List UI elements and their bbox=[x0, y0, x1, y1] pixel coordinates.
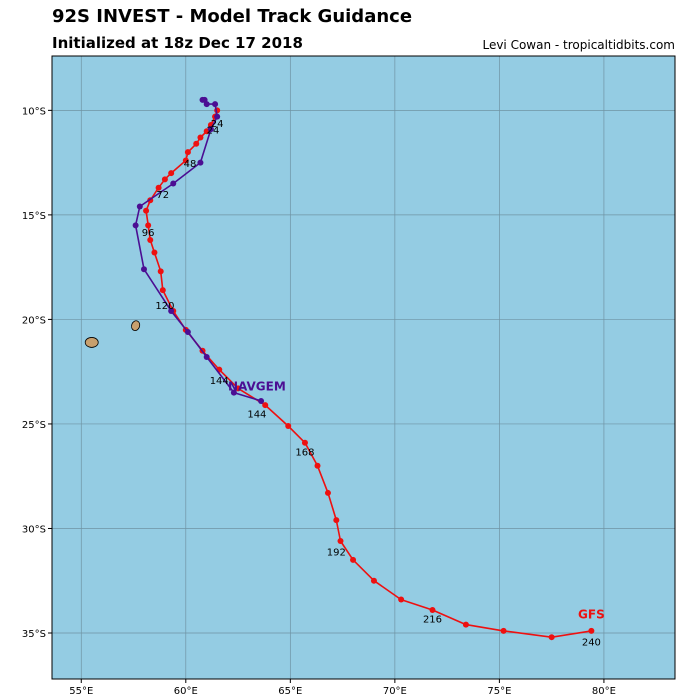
island-reunion bbox=[84, 337, 99, 348]
navgem-track-point bbox=[207, 126, 214, 133]
navgem-track-point bbox=[132, 222, 139, 229]
map-frame bbox=[51, 55, 676, 680]
navgem-track-point bbox=[136, 203, 143, 210]
forecast-hour-label: 120 bbox=[155, 301, 174, 312]
grid-lines bbox=[52, 56, 675, 679]
navgem-track-point bbox=[184, 328, 191, 335]
lat-tick-label: 35°S bbox=[22, 629, 46, 640]
gfs-track-point bbox=[147, 236, 154, 243]
gfs-track-point bbox=[301, 439, 308, 446]
forecast-hour-label: 216 bbox=[423, 615, 442, 626]
lon-tick-label: 80°E bbox=[592, 686, 616, 697]
gfs-track-point bbox=[370, 577, 377, 584]
gfs-track-point bbox=[182, 157, 189, 164]
forecast-hour-label: 24 bbox=[211, 119, 224, 130]
navgem-model-label: NAVGEM bbox=[228, 379, 286, 393]
gfs-track-point bbox=[314, 462, 321, 469]
lon-tick-label: 55°E bbox=[69, 686, 93, 697]
forecast-hour-label: 240 bbox=[582, 638, 601, 649]
ocean-background bbox=[51, 55, 676, 680]
gfs-track-point bbox=[398, 596, 405, 603]
axis-tick-labels: 55°E 60°E 65°E 70°E 75°E 80°E 10°S 15°S 20°S 25°S… bbox=[22, 106, 616, 697]
navgem-track-point bbox=[230, 389, 237, 396]
forecast-hour-label: 96 bbox=[142, 228, 155, 239]
lat-tick-label: 30°S bbox=[22, 524, 46, 535]
forecast-hour-label: 168 bbox=[295, 447, 314, 458]
gfs-track-point bbox=[159, 287, 166, 294]
model-labels: GFS NAVGEM bbox=[228, 379, 605, 621]
forecast-hour-label: 48 bbox=[184, 159, 197, 170]
navgem-track-point bbox=[168, 308, 175, 315]
gfs-track-point bbox=[337, 538, 344, 545]
navgem-track-point bbox=[140, 266, 147, 273]
navgem-track-line bbox=[134, 99, 262, 402]
forecast-hour-label: 144 bbox=[247, 410, 266, 421]
gfs-model-label: GFS bbox=[578, 607, 605, 621]
gfs-track-point bbox=[429, 607, 436, 614]
gfs-track-point bbox=[588, 627, 595, 634]
forecast-hour-label: 192 bbox=[327, 548, 346, 559]
gfs-track-point bbox=[151, 249, 158, 256]
navgem-track-point bbox=[258, 397, 265, 404]
gfs-track-point bbox=[235, 385, 242, 392]
gfs-track-point bbox=[168, 170, 175, 177]
gfs-track-point bbox=[350, 556, 357, 563]
gfs-track-point bbox=[333, 517, 340, 524]
gfs-track-point bbox=[285, 423, 292, 430]
credit-text: Levi Cowan - tropicaltidbits.com bbox=[482, 38, 675, 52]
chart-subtitle: Initialized at 18z Dec 17 2018 bbox=[52, 34, 303, 52]
navgem-track-point bbox=[199, 96, 206, 103]
gfs-track-point bbox=[324, 489, 331, 496]
lat-tick-label: 10°S bbox=[22, 106, 46, 117]
navgem-track-point bbox=[197, 159, 204, 166]
lat-tick-label: 25°S bbox=[22, 420, 46, 431]
lat-tick-label: 15°S bbox=[22, 211, 46, 222]
gfs-track-point bbox=[155, 184, 162, 191]
track-navgem bbox=[132, 96, 265, 404]
gfs-track-point bbox=[145, 222, 152, 229]
gfs-track-point bbox=[462, 621, 469, 628]
chart-title: 92S INVEST - Model Track Guidance bbox=[52, 6, 413, 27]
forecast-hour-label: 144 bbox=[210, 376, 229, 387]
lon-tick-label: 65°E bbox=[278, 686, 302, 697]
forecast-hour-label: 72 bbox=[156, 190, 169, 201]
navgem-track-point bbox=[212, 101, 219, 108]
gfs-track-point bbox=[143, 207, 150, 214]
lon-tick-label: 60°E bbox=[174, 686, 198, 697]
gfs-track-point bbox=[193, 140, 200, 147]
gfs-track-point bbox=[161, 176, 168, 183]
gfs-track-point bbox=[500, 627, 507, 634]
navgem-track-point bbox=[214, 113, 221, 120]
lon-tick-label: 75°E bbox=[487, 686, 511, 697]
navgem-track-point bbox=[203, 354, 210, 361]
gfs-track-point bbox=[184, 149, 191, 156]
lat-tick-label: 20°S bbox=[22, 315, 46, 326]
model-tracks bbox=[132, 96, 595, 641]
gfs-track-point bbox=[262, 402, 269, 409]
gfs-track-point bbox=[157, 268, 164, 275]
gfs-track-point bbox=[548, 634, 555, 641]
navgem-track-point bbox=[170, 180, 177, 187]
lon-tick-label: 70°E bbox=[383, 686, 407, 697]
gfs-track-point bbox=[197, 134, 204, 141]
navgem-track-point bbox=[203, 101, 210, 108]
island-mauritius bbox=[131, 320, 141, 331]
land-masses bbox=[84, 320, 141, 348]
forecast-hour-label: 24 bbox=[207, 125, 220, 136]
